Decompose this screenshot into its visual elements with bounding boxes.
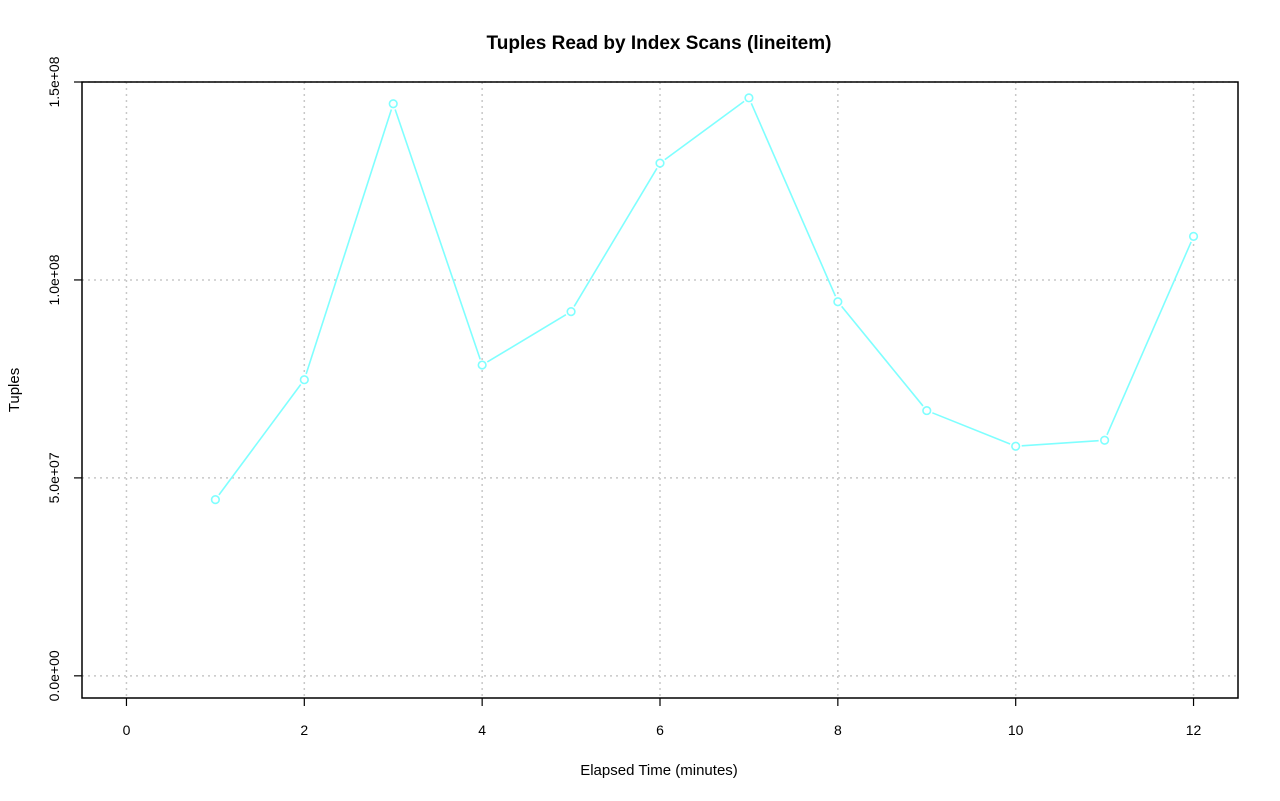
chart-title: Tuples Read by Index Scans (lineitem) [487, 33, 832, 54]
x-tick-label: 10 [1008, 722, 1024, 738]
series-line-segment [1106, 241, 1192, 436]
x-tick-label: 2 [300, 722, 308, 738]
data-point [744, 93, 754, 103]
series-line-segment [218, 384, 302, 496]
data-point [210, 495, 220, 505]
x-tick-label: 8 [834, 722, 842, 738]
x-tick-label: 12 [1186, 722, 1202, 738]
y-tick-label: 5.0e+07 [46, 452, 62, 503]
y-axis-label: Tuples [6, 368, 23, 412]
series-line-segment [664, 100, 745, 161]
data-point [388, 99, 398, 109]
y-tick-label: 0.0e+00 [46, 650, 62, 701]
data-point [477, 360, 487, 370]
x-axis-label: Elapsed Time (minutes) [580, 762, 738, 779]
x-tick-label: 4 [478, 722, 486, 738]
series-line-segment [841, 305, 924, 407]
data-point [833, 297, 843, 307]
data-point [1100, 435, 1110, 445]
x-tick-label: 6 [656, 722, 664, 738]
series-line-segment [1021, 439, 1099, 447]
series-0 [210, 93, 1199, 505]
series-line-segment [394, 109, 481, 360]
grid [82, 81, 1238, 698]
series-line-segment [486, 314, 567, 363]
x-axis: 0 2 4 6 8 10 12 [123, 698, 1202, 738]
data-point [655, 158, 665, 168]
y-tick-label: 1.5e+08 [46, 56, 62, 107]
x-tick-label: 0 [123, 722, 131, 738]
series-line-segment [750, 103, 837, 297]
data-point [1011, 441, 1021, 451]
series-line-segment [573, 167, 658, 307]
series-line-segment [305, 109, 393, 375]
series [210, 93, 1199, 505]
y-axis: 0.0e+00 5.0e+07 1.0e+08 1.5e+08 [46, 56, 82, 701]
data-point [1188, 231, 1199, 241]
series-line-segment [932, 412, 1011, 445]
data-point [299, 375, 309, 385]
data-point [566, 307, 576, 317]
y-tick-label: 1.0e+08 [46, 254, 62, 305]
data-point [922, 405, 932, 416]
